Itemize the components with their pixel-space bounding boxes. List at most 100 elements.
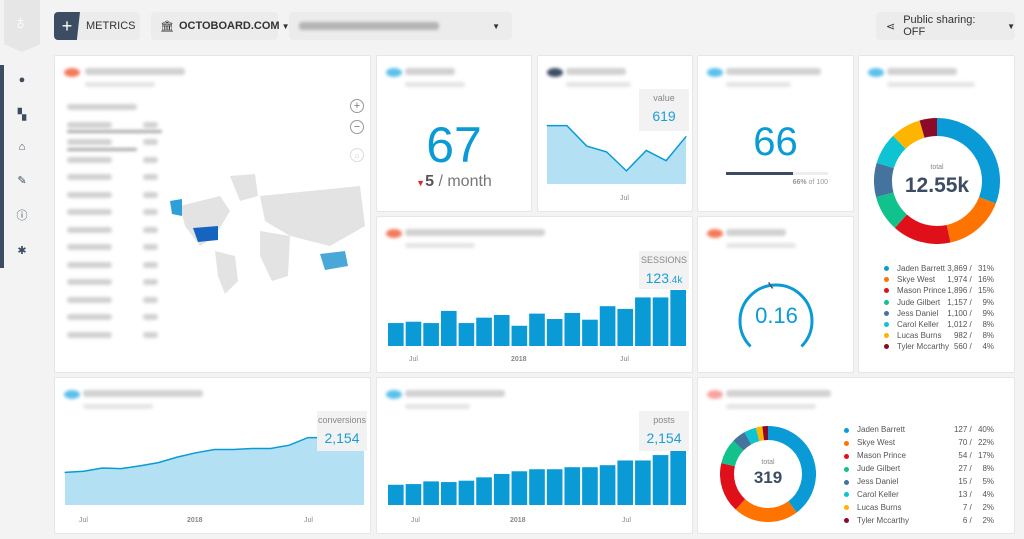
- bar: [635, 297, 651, 346]
- legend-value: 982 / 8%: [953, 331, 994, 341]
- bar: [582, 467, 598, 505]
- data-point: [665, 160, 667, 162]
- dashboard-dropdown[interactable]: ▼: [289, 12, 512, 40]
- legend-item: Jess Daniel 15 / 5%: [844, 476, 994, 489]
- donut-slice-carol-keller: [876, 135, 906, 169]
- x-tick: 2018: [510, 517, 526, 524]
- org-label: OCTOBOARD.COM: [178, 20, 280, 32]
- legend-name: Jaden Barrett: [857, 425, 906, 435]
- legend-item: Mason Prince 1,896 / 15%: [884, 285, 994, 296]
- progress-bar: [726, 172, 828, 175]
- kpi-value: 66: [753, 120, 798, 164]
- legend-dot-icon: [884, 344, 889, 350]
- bar: [440, 482, 457, 505]
- org-dropdown[interactable]: 🏛 OCTOBOARD.COM ▼: [151, 12, 290, 40]
- x-tick: Jul: [411, 517, 420, 524]
- gauge-value: 0.16: [755, 303, 798, 328]
- legend-dot-icon: [884, 277, 889, 283]
- plugin-icon[interactable]: ✎: [17, 175, 27, 187]
- legend-item: Carol Keller 1,012 / 8%: [884, 319, 994, 330]
- legend-dot-icon: [884, 266, 889, 272]
- legend-value: 15 / 5%: [958, 477, 994, 486]
- conversions-label: conversions: [317, 415, 367, 425]
- series-line: [547, 124, 687, 172]
- legend-dot-icon: [884, 322, 889, 328]
- octoboard-logo[interactable]: ♁: [4, 0, 40, 52]
- legend-name: Lucas Burns: [897, 331, 942, 341]
- bar: [599, 306, 616, 346]
- data-point: [625, 170, 627, 172]
- legend-dot-icon: [844, 518, 849, 524]
- add-metrics-button[interactable]: + METRICS: [54, 12, 140, 40]
- caret-down-icon: ▼: [281, 21, 290, 31]
- legend-item: Tyler Mccarthy 560 / 4%: [884, 341, 994, 352]
- conversions-value: 2,154: [324, 430, 360, 446]
- bar: [582, 319, 598, 346]
- legend-value: 13 / 4%: [958, 489, 994, 499]
- public-sharing-dropdown[interactable]: ⋖ Public sharing: OFF ▼: [876, 12, 1015, 40]
- home-icon[interactable]: ⌂: [350, 148, 364, 162]
- info-icon[interactable]: ⓘ: [16, 210, 28, 222]
- bar: [476, 477, 492, 505]
- region-usa: [193, 226, 218, 242]
- bug-icon[interactable]: ✱: [17, 245, 27, 257]
- zoom-out-button[interactable]: −: [350, 120, 364, 134]
- gauge-marker: [767, 281, 774, 289]
- kpi-value: 67: [426, 117, 482, 173]
- caret-down-icon: ▼: [492, 21, 500, 31]
- data-point: [645, 149, 647, 151]
- posts-bar-chart: [388, 449, 686, 505]
- legend-name: Lucas Burns: [857, 502, 902, 512]
- legend-dot-icon: [844, 453, 849, 459]
- legend-dot-icon: [844, 440, 849, 446]
- bar: [493, 314, 510, 346]
- top-authors-donut: [874, 118, 1000, 244]
- user-icon[interactable]: ●: [18, 74, 26, 86]
- value-box: value 619: [639, 89, 689, 131]
- donut-slice-lucas-burns: [755, 426, 765, 442]
- legend-name: Skye West: [857, 438, 896, 448]
- total-value: 12.55k: [904, 174, 970, 197]
- bar: [635, 460, 651, 505]
- visitors-by-region-widget: + − ⌂: [54, 55, 371, 373]
- down-arrow-icon: ▼: [416, 178, 426, 188]
- sidebar-accent: [0, 65, 4, 265]
- donut-slice-mason-prince: [720, 462, 746, 510]
- bar: [458, 480, 475, 505]
- legend-dot-icon: [844, 492, 849, 498]
- legend-value: 27 / 8%: [958, 464, 994, 474]
- bar: [511, 325, 528, 346]
- legend-name: Carol Keller: [897, 320, 939, 330]
- legend-name: Jess Daniel: [897, 308, 939, 318]
- kpi-delta-unit: / month: [438, 173, 492, 190]
- bar: [546, 469, 563, 505]
- gauge-arc: [738, 283, 814, 348]
- donut-slice-jaden-barrett: [767, 426, 816, 513]
- legend-value: 6 / 2%: [962, 515, 994, 525]
- legend-value: 3,869 / 31%: [947, 264, 994, 274]
- legend-item: Jaden Barrett 3,869 / 31%: [884, 263, 994, 274]
- dashboard-icon[interactable]: ▚: [17, 109, 27, 121]
- sessions-value: 123: [645, 270, 669, 286]
- donut-slice-tyler-mccarthy: [919, 118, 938, 138]
- data-point: [157, 462, 159, 464]
- legend-value: 7 / 2%: [962, 502, 994, 512]
- sharing-label: Public sharing: OFF: [903, 14, 976, 38]
- legend-name: Tyler Mccarthy: [897, 342, 950, 352]
- total-value: 319: [753, 468, 783, 487]
- legend-item: Jaden Barrett 127 / 40%: [844, 424, 994, 437]
- data-point: [288, 444, 290, 446]
- legend-name: Jude Gilbert: [897, 297, 941, 307]
- bar: [388, 323, 404, 346]
- zoom-in-button[interactable]: +: [350, 99, 364, 113]
- world-map[interactable]: [160, 166, 370, 296]
- legend-value: 1,100 / 9%: [947, 308, 994, 318]
- legend-name: Jess Daniel: [857, 477, 899, 486]
- legend-name: Jaden Barrett: [897, 264, 946, 274]
- kpi-66-widget: 66 66% of 100: [697, 55, 854, 212]
- bank-icon: 🏛: [160, 20, 174, 33]
- bar: [564, 312, 581, 346]
- legend-name: Jude Gilbert: [857, 464, 901, 474]
- bank-icon[interactable]: ⌂: [18, 141, 26, 153]
- posts-value: 2,154: [646, 430, 682, 446]
